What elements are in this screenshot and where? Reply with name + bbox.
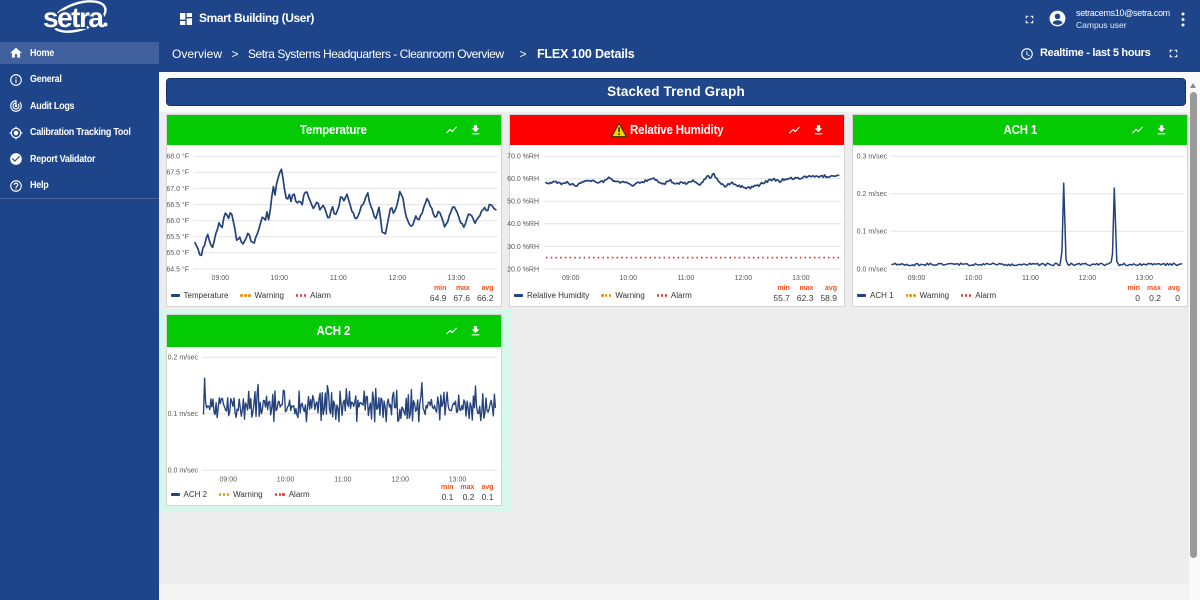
svg-text:setra: setra <box>43 2 104 33</box>
